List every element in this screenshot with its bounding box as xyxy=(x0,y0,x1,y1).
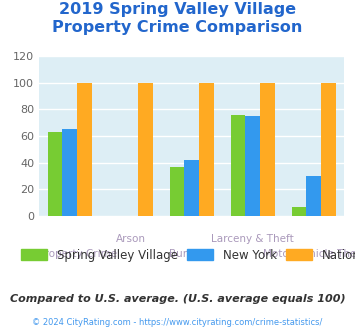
Bar xyxy=(321,83,336,216)
Bar xyxy=(231,115,245,216)
Bar xyxy=(62,129,77,216)
Bar xyxy=(77,83,92,216)
Legend: Spring Valley Village, New York, National: Spring Valley Village, New York, Nationa… xyxy=(17,244,355,266)
Bar xyxy=(306,176,321,216)
Bar xyxy=(184,160,199,216)
Text: All Property Crime: All Property Crime xyxy=(22,249,117,259)
Bar xyxy=(199,83,214,216)
Bar xyxy=(245,116,260,216)
Text: 2019 Spring Valley Village
Property Crime Comparison: 2019 Spring Valley Village Property Crim… xyxy=(52,2,303,35)
Bar xyxy=(260,83,275,216)
Bar xyxy=(292,207,306,216)
Bar xyxy=(170,167,184,216)
Text: Larceny & Theft: Larceny & Theft xyxy=(211,234,294,244)
Text: © 2024 CityRating.com - https://www.cityrating.com/crime-statistics/: © 2024 CityRating.com - https://www.city… xyxy=(32,318,323,327)
Text: Compared to U.S. average. (U.S. average equals 100): Compared to U.S. average. (U.S. average … xyxy=(10,294,345,304)
Text: Burglary: Burglary xyxy=(169,249,214,259)
Bar xyxy=(48,132,62,216)
Text: Arson: Arson xyxy=(116,234,146,244)
Bar xyxy=(138,83,153,216)
Text: Motor Vehicle Theft: Motor Vehicle Theft xyxy=(263,249,355,259)
